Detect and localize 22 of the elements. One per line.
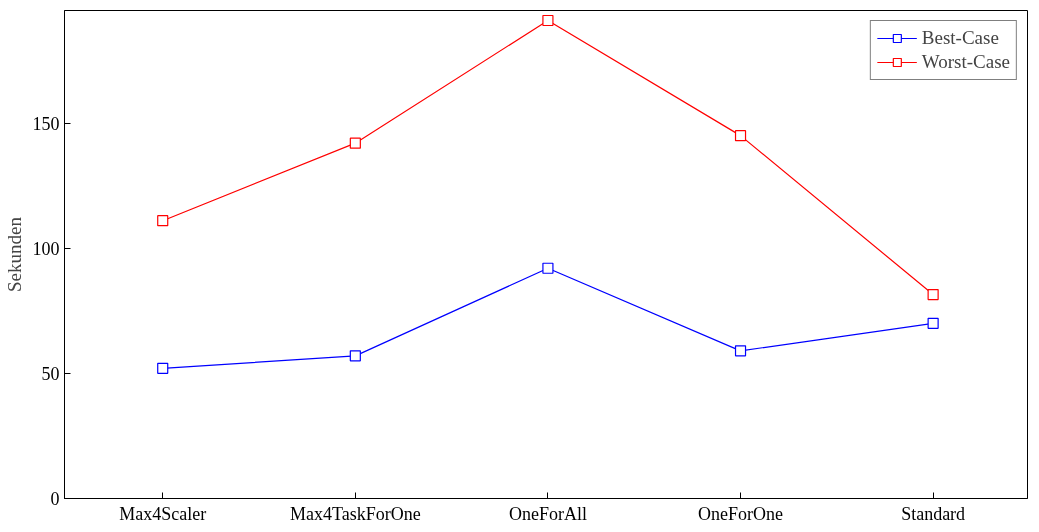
point — [734, 345, 747, 357]
point — [927, 288, 939, 301]
x-tick-label: Max4TaskForOne — [289, 503, 421, 524]
point — [542, 262, 554, 274]
point — [734, 130, 747, 142]
y-axis-title: Sekunden — [3, 216, 25, 292]
point — [927, 317, 939, 329]
point — [542, 14, 554, 27]
point — [349, 350, 361, 362]
x-tick-label: Standard — [901, 503, 966, 524]
y-tick-label: 150 — [32, 113, 60, 134]
y-tick-label: 50 — [41, 363, 60, 384]
legend-label: Worst-Case — [921, 51, 1010, 73]
y-tick-label: 100 — [32, 238, 60, 259]
x-tick-label: Max4Scaler — [119, 503, 207, 524]
point — [157, 215, 169, 227]
point — [349, 137, 361, 149]
x-tick-label: OneForOne — [698, 503, 784, 524]
legend-label: Best-Case — [921, 27, 999, 49]
x-tick-label: OneForAll — [508, 503, 587, 524]
y-tick-label: 0 — [50, 489, 60, 509]
point — [157, 362, 169, 374]
